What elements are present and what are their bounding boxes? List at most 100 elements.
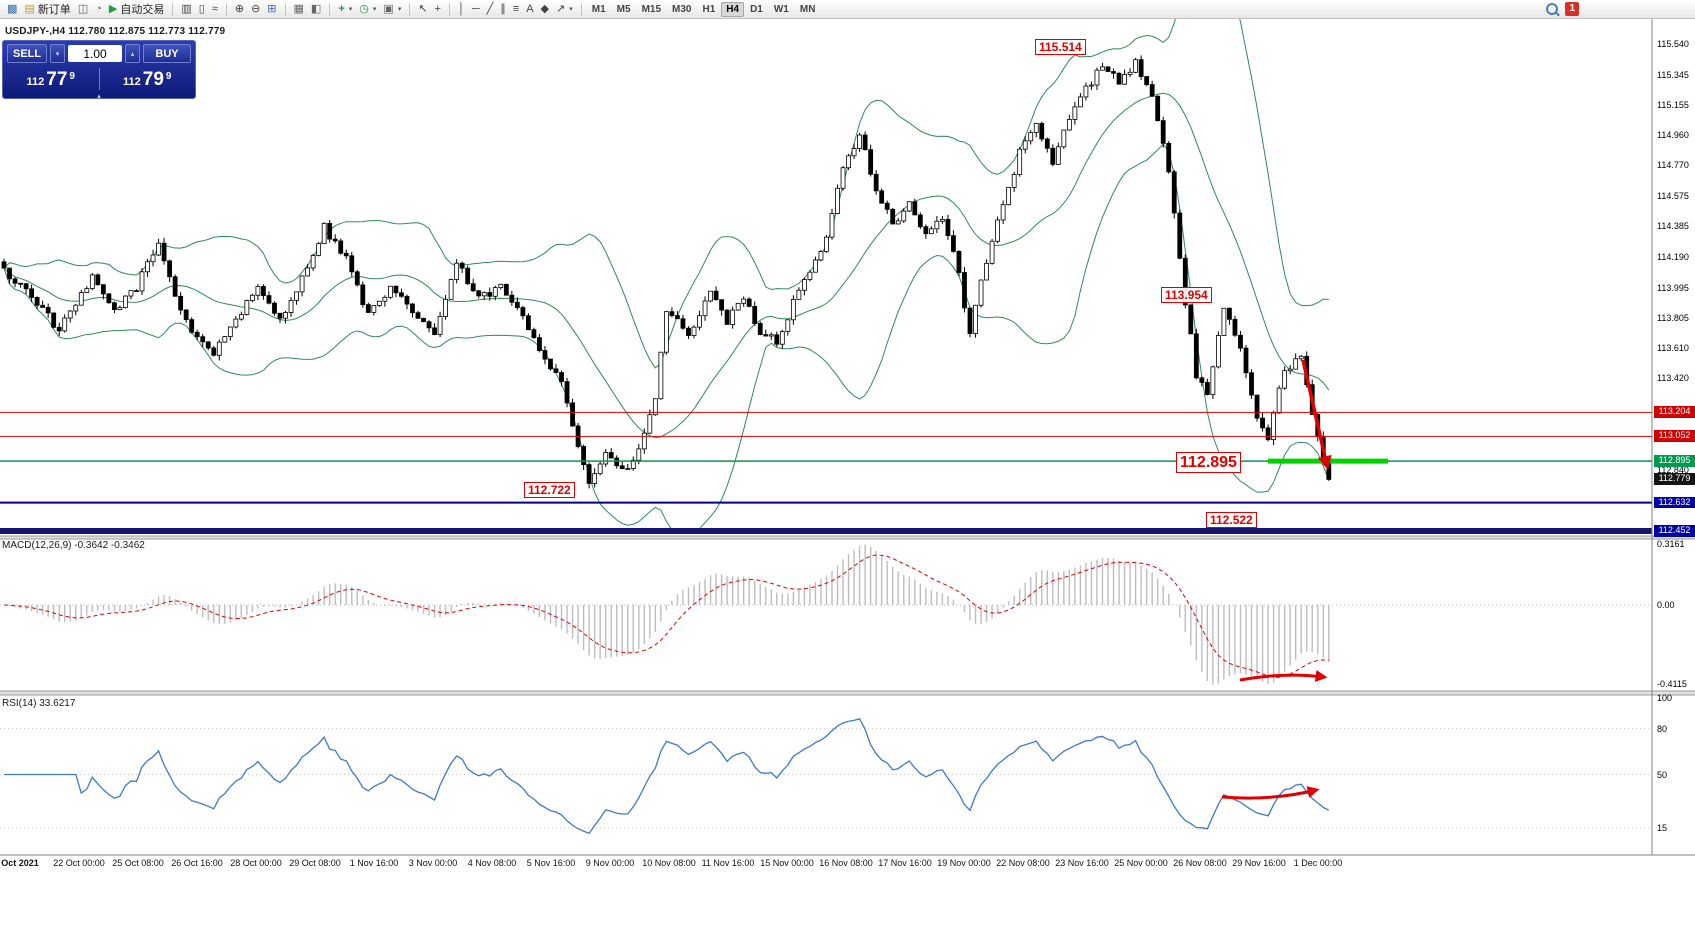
timeframe-mn-button[interactable]: MN [799, 3, 816, 15]
toolbar: ▩ ▤ 新订单 ◫ ◔ ▶ 自动交易 ▥ ▯ ≈ ⊕ ⊖ ⊞ ▦ ◧ + ▾ ◷ ▾ ▣… [0, 0, 1695, 19]
line-chart-button[interactable]: ≈ [209, 1, 221, 17]
one-click-top-row: SELL ▾ 1.00 ▴ BUY [3, 41, 195, 65]
toolbar-separator [284, 2, 286, 16]
timeframe-h4-button[interactable]: H4 [721, 1, 745, 17]
new-order-button[interactable]: ▤ 新订单 [21, 1, 73, 17]
templates-icon: ▣ [383, 2, 394, 15]
sell-price-figure: 112 [26, 75, 45, 88]
toolbar-separator [329, 2, 331, 16]
vertical-line-button[interactable]: │ [455, 1, 468, 17]
timeframe-h1-button[interactable]: H1 [702, 3, 716, 15]
chart-profile-icon: ◫ [77, 2, 89, 15]
text-icon: A [526, 2, 534, 15]
trendline-icon: ╱ [486, 2, 494, 15]
red-annotation-arrow [1221, 786, 1320, 800]
notification-badge[interactable]: 1 [1565, 2, 1579, 16]
toolbar-right-group: 1 [1546, 2, 1695, 16]
bar-chart-icon: ▥ [181, 2, 192, 15]
new-chart-icon: ▩ [7, 2, 18, 15]
sell-price[interactable]: 112 77 9 [3, 70, 99, 89]
fibonacci-icon: ≡ [512, 2, 520, 15]
timeframe-m5-button[interactable]: M5 [616, 3, 631, 15]
indicators-button[interactable]: + ▾ [335, 1, 355, 17]
chevron-down-icon: ▾ [397, 6, 402, 13]
toolbar-separator [172, 2, 174, 16]
zoom-out-button[interactable]: ⊖ [248, 1, 263, 17]
red-annotation-arrow [1301, 359, 1332, 471]
bollinger-bands [3, 18, 1330, 528]
horizontal-line-button[interactable]: ─ [469, 1, 483, 17]
line-chart-icon: ≈ [211, 2, 218, 15]
candlestick-chart-button[interactable]: ▯ [196, 1, 208, 17]
bar-chart-button[interactable]: ▥ [178, 1, 194, 17]
periods-clock-icon: ◷ [359, 2, 369, 15]
new-chart-button[interactable]: ▩ [4, 1, 20, 17]
buy-price-pips: 79 [142, 68, 164, 90]
sell-price-pips: 77 [46, 68, 68, 90]
toolbar-separator [225, 2, 227, 16]
fibonacci-button[interactable]: ≡ [510, 1, 522, 17]
chevron-down-icon: ▾ [348, 6, 353, 13]
toolbar-separator [409, 2, 411, 16]
sell-button[interactable]: SELL [7, 44, 47, 63]
macd-indicator-label: MACD(12,26,9) -0.3642 -0.3462 [2, 540, 145, 551]
channel-button[interactable]: ∥ [497, 1, 509, 17]
periods-button[interactable]: ◷ ▾ [356, 1, 379, 17]
macd-histogram [3, 544, 1330, 685]
volume-down-button[interactable]: ▾ [50, 44, 65, 63]
cursor-icon: ↖ [418, 2, 428, 15]
timeframe-m30-button[interactable]: M30 [672, 3, 692, 15]
new-order-icon: ▤ [24, 2, 35, 15]
one-click-trading-panel: SELL ▾ 1.00 ▴ BUY 112 77 9 112 79 9 ▴ [2, 40, 196, 100]
rsi-indicator-label: RSI(14) 33.6217 [2, 698, 76, 709]
vertical-line-icon: │ [457, 2, 465, 15]
search-icon[interactable] [1546, 3, 1559, 15]
toolbar-separator [448, 2, 450, 16]
data-window-icon: ▦ [293, 2, 304, 15]
zoom-out-icon: ⊖ [251, 2, 261, 15]
navigator-button[interactable]: ◧ [308, 1, 324, 17]
new-order-label: 新订单 [37, 4, 71, 16]
crosshair-button[interactable]: + [432, 1, 444, 17]
autotrading-play-icon: ▶ [108, 2, 118, 15]
alerts-button[interactable]: ◔ [92, 1, 105, 17]
chart-profile-button[interactable]: ◫ [75, 1, 91, 17]
tile-windows-button[interactable]: ⊞ [264, 1, 279, 17]
buy-price-figure: 112 [123, 75, 141, 88]
text-label-icon: ◆ [540, 2, 550, 15]
chart-info-line: USDJPY-,H4 112.780 112.875 112.773 112.7… [5, 26, 226, 37]
autotrading-label: 自动交易 [120, 4, 165, 16]
timeframe-m15-button[interactable]: M15 [641, 3, 662, 15]
red-annotation-arrow [1239, 669, 1328, 682]
buy-price[interactable]: 112 79 9 [100, 70, 196, 89]
candlestick-chart-icon: ▯ [198, 2, 205, 15]
autotrading-button[interactable]: ▶ 自动交易 [106, 1, 167, 17]
tile-windows-icon: ⊞ [267, 2, 277, 15]
alerts-icon: ◔ [95, 2, 102, 15]
toolbar-separator [580, 2, 582, 16]
panel-collapse-icon[interactable]: ▴ [97, 93, 101, 100]
crosshair-icon: + [434, 2, 441, 15]
text-button[interactable]: A [523, 1, 536, 17]
timeframe-m1-button[interactable]: M1 [591, 3, 606, 15]
trendline-button[interactable]: ╱ [484, 1, 497, 17]
timeframe-d1-button[interactable]: D1 [750, 3, 763, 15]
indicators-add-icon: + [338, 2, 345, 15]
cursor-button[interactable]: ↖ [415, 1, 430, 17]
data-window-button[interactable]: ▦ [291, 1, 307, 17]
text-label-button[interactable]: ◆ [538, 1, 552, 17]
sell-price-point: 9 [69, 70, 75, 82]
chevron-down-icon: ▾ [372, 6, 377, 13]
one-click-price-row: 112 77 9 112 79 9 [3, 65, 195, 93]
timeframe-w1-button[interactable]: W1 [773, 3, 789, 15]
arrows-tool-button[interactable]: ↗ ▾ [553, 1, 576, 17]
rsi-line [4, 717, 1330, 835]
horizontal-line-icon: ─ [471, 2, 480, 15]
zoom-in-button[interactable]: ⊕ [232, 1, 247, 17]
volume-input[interactable]: 1.00 [68, 45, 122, 62]
buy-button[interactable]: BUY [143, 44, 191, 63]
templates-button[interactable]: ▣ ▾ [380, 1, 404, 17]
candlesticks [1, 55, 1332, 489]
volume-up-button[interactable]: ▴ [125, 44, 140, 63]
